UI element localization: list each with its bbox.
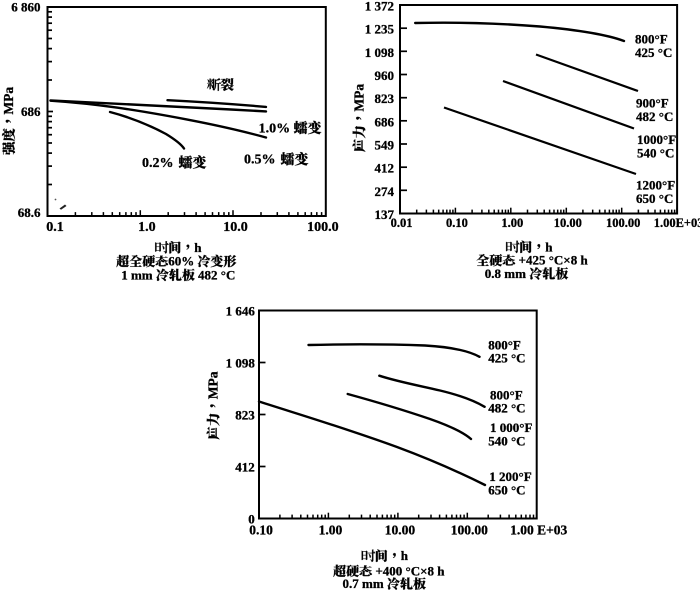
- svg-text:1.0%: 1.0%: [259, 121, 291, 136]
- svg-text:1 200°F: 1 200°F: [489, 469, 531, 484]
- svg-text:MPa: MPa: [206, 371, 221, 399]
- svg-text:0.1: 0.1: [46, 220, 64, 235]
- svg-text:1.00: 1.00: [501, 216, 523, 230]
- svg-text:1 098: 1 098: [365, 45, 395, 60]
- svg-text:0.10: 0.10: [249, 523, 273, 538]
- svg-text:540 °C: 540 °C: [637, 146, 674, 161]
- svg-text:1.00: 1.00: [319, 523, 343, 538]
- svg-text:482 °C: 482 °C: [195, 267, 236, 282]
- svg-text:1 372: 1 372: [365, 0, 394, 14]
- svg-text:1 235: 1 235: [365, 22, 395, 37]
- svg-text:1.00E+03: 1.00E+03: [654, 216, 700, 230]
- svg-text:+400 °C×8 h: +400 °C×8 h: [372, 563, 445, 578]
- svg-text:686: 686: [375, 114, 395, 129]
- svg-text:1 000°F: 1 000°F: [490, 420, 532, 435]
- svg-text:412: 412: [375, 161, 395, 176]
- svg-text:60%: 60%: [168, 254, 197, 269]
- svg-text:686: 686: [21, 104, 41, 119]
- svg-text:+425 °C×8 h: +425 °C×8 h: [515, 253, 588, 268]
- svg-text:h: h: [401, 548, 409, 563]
- svg-text:1.00 E+03: 1.00 E+03: [510, 523, 567, 538]
- svg-text:425 °C: 425 °C: [488, 350, 525, 365]
- svg-text:10.0: 10.0: [223, 220, 248, 235]
- svg-text:0.5%: 0.5%: [244, 153, 276, 168]
- svg-text:1.0: 1.0: [138, 220, 156, 235]
- svg-text:1000°F: 1000°F: [637, 132, 676, 147]
- svg-text:960: 960: [375, 68, 395, 83]
- svg-text:MPa: MPa: [352, 84, 367, 112]
- svg-text:0.8 mm: 0.8 mm: [485, 266, 529, 281]
- svg-text:0.01: 0.01: [391, 216, 413, 230]
- svg-text:823: 823: [235, 407, 255, 422]
- svg-text:1 098: 1 098: [226, 355, 256, 370]
- svg-text:1 646: 1 646: [226, 303, 256, 318]
- svg-text:274: 274: [375, 184, 395, 199]
- svg-text:100.00: 100.00: [451, 523, 488, 538]
- svg-text:100.0: 100.0: [307, 220, 339, 235]
- svg-text:h: h: [194, 240, 202, 255]
- svg-text:MPa: MPa: [1, 87, 16, 115]
- svg-text:800°F: 800°F: [488, 338, 521, 353]
- svg-text:412: 412: [235, 459, 255, 474]
- svg-text:800°F: 800°F: [490, 388, 523, 403]
- svg-text:482 °C: 482 °C: [488, 400, 525, 415]
- svg-text:0.10: 0.10: [446, 216, 468, 230]
- svg-text:0: 0: [248, 511, 255, 526]
- svg-text:900°F: 900°F: [636, 95, 669, 110]
- svg-text:823: 823: [375, 91, 395, 106]
- svg-text:10.00: 10.00: [554, 216, 582, 230]
- svg-text:482 °C: 482 °C: [636, 109, 673, 124]
- svg-text:650 °C: 650 °C: [636, 191, 673, 206]
- svg-text:540 °C: 540 °C: [488, 433, 525, 448]
- svg-text:10.00: 10.00: [385, 523, 416, 538]
- svg-text:800°F: 800°F: [635, 31, 668, 46]
- svg-text:0.7 mm: 0.7 mm: [343, 576, 387, 590]
- svg-text:650 °C: 650 °C: [488, 482, 525, 497]
- svg-text:68.6: 68.6: [18, 205, 41, 220]
- svg-text:1 mm: 1 mm: [121, 267, 156, 282]
- svg-text:1200°F: 1200°F: [636, 177, 675, 192]
- svg-text:549: 549: [375, 138, 395, 153]
- svg-text:137: 137: [375, 207, 395, 222]
- svg-text:425 °C: 425 °C: [635, 45, 672, 60]
- svg-text:h: h: [545, 239, 553, 254]
- svg-text:0.2%: 0.2%: [142, 156, 174, 171]
- svg-text:100.00: 100.00: [606, 216, 640, 230]
- svg-text:6 860: 6 860: [11, 0, 40, 14]
